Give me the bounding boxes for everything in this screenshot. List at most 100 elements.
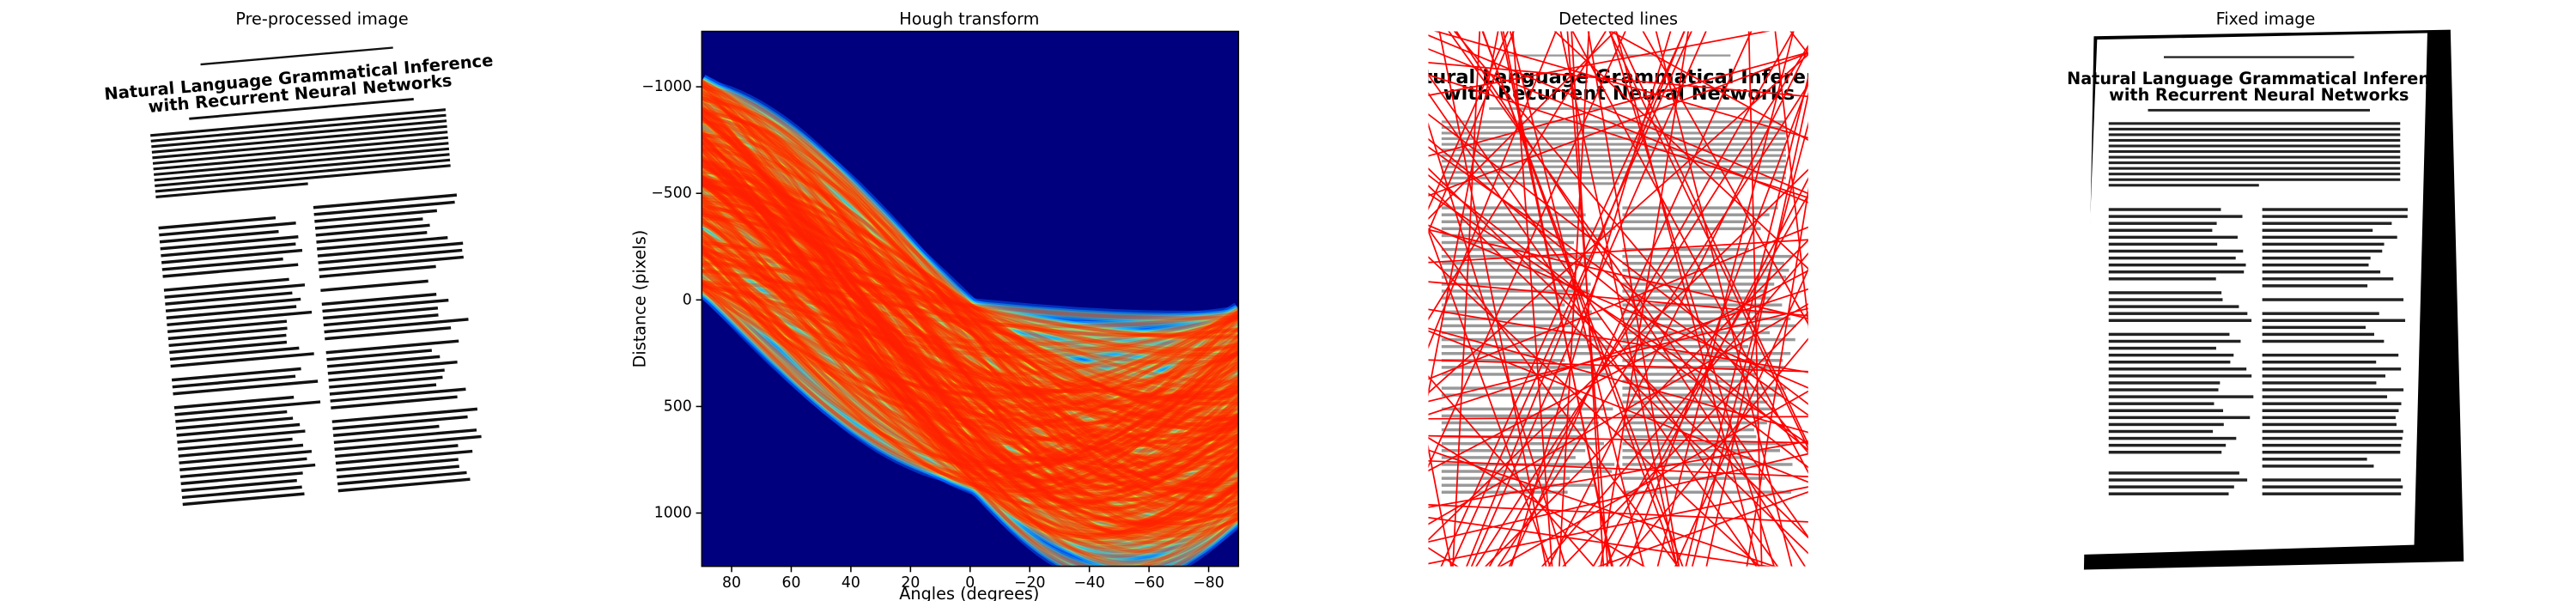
text-line [2108, 409, 2224, 412]
text-line [313, 193, 458, 209]
author-line [189, 97, 414, 120]
hough-curve [702, 206, 1239, 485]
text-line [182, 492, 305, 507]
hough-curve [702, 266, 1239, 448]
hough-curve [702, 106, 1239, 494]
text-line [322, 298, 449, 313]
text-line [161, 257, 283, 271]
x-tick-label: −60 [1133, 574, 1165, 592]
hough-curve [702, 106, 1239, 560]
text-line [330, 387, 466, 403]
hough-curve [702, 179, 1239, 425]
text-line [331, 395, 458, 410]
hough-curve [702, 90, 1239, 511]
text-line [170, 352, 314, 368]
hough-curve [702, 284, 1239, 478]
hough-curve [702, 210, 1239, 400]
text-line [2262, 270, 2381, 274]
hough-curve [702, 240, 1239, 361]
hough-curve [702, 160, 1239, 462]
hough-curve [702, 106, 1239, 562]
hough-curve [702, 178, 1239, 493]
text-line [2108, 242, 2218, 246]
hough-curve [702, 273, 1239, 434]
hough-curve [702, 155, 1239, 517]
x-tick-label: 20 [901, 574, 920, 592]
text-line [2108, 381, 2221, 385]
hough-curve [702, 88, 1239, 527]
text-line [2108, 263, 2246, 267]
hough-curve [702, 150, 1239, 513]
text-line [2262, 353, 2399, 357]
text-line [169, 340, 288, 355]
hough-curve [702, 264, 1239, 341]
text-line [317, 235, 448, 251]
text-line [2108, 361, 2231, 364]
hough-curve [702, 156, 1239, 480]
text-line [2108, 429, 2214, 434]
hough-curve [702, 234, 1239, 501]
hough-curve [702, 193, 1239, 409]
hough-curve [702, 246, 1239, 495]
text-line [2108, 443, 2227, 447]
text-line [325, 339, 459, 355]
text-line [2108, 256, 2236, 260]
hough-curve [702, 180, 1239, 431]
x-tick-label: −40 [1073, 574, 1105, 592]
text-line [2108, 150, 2401, 154]
hough-curve [702, 147, 1239, 538]
hough-curve [702, 152, 1239, 512]
hough-curve [702, 133, 1239, 538]
hough-curve [702, 176, 1239, 423]
text-line [335, 444, 459, 458]
hough-curve [702, 204, 1239, 397]
hough-curve [702, 153, 1239, 479]
hough-curve [702, 209, 1239, 495]
text-line [2108, 173, 2401, 176]
hough-curve [702, 192, 1239, 442]
hough-curve [702, 138, 1239, 542]
hough-curve [702, 103, 1239, 539]
text-line [332, 415, 468, 430]
text-line [173, 379, 319, 396]
hough-curve [702, 193, 1239, 499]
hough-curve [702, 218, 1239, 410]
hough-curve [702, 180, 1239, 429]
hough-curve [702, 258, 1239, 342]
hough-curve [702, 105, 1239, 498]
text-line [161, 242, 296, 258]
text-line [321, 293, 437, 307]
hough-curve [702, 182, 1239, 422]
hough-curve [702, 281, 1239, 419]
hough-curve [702, 279, 1239, 322]
hough-curve [702, 172, 1239, 470]
hough-curve [702, 242, 1239, 391]
hough-curve [702, 204, 1239, 436]
text-line [2262, 409, 2399, 412]
hough-curve [702, 209, 1239, 428]
hough-curve [702, 274, 1239, 432]
hough-curve [702, 197, 1239, 489]
text-line [171, 367, 301, 382]
text-line [323, 307, 439, 320]
text-line [326, 349, 433, 361]
hough-curve [702, 201, 1239, 511]
hough-curve [702, 156, 1239, 464]
hough-curve [702, 111, 1239, 490]
hough-curve [702, 207, 1239, 403]
text-line [178, 443, 304, 458]
hough-curve [702, 94, 1239, 506]
text-line [2262, 492, 2402, 495]
hough-curve [702, 114, 1239, 534]
text-line [2108, 312, 2248, 315]
hough-curve [702, 208, 1239, 497]
hough-curve [702, 108, 1239, 498]
text-line [2108, 451, 2222, 454]
hough-curve [702, 181, 1239, 422]
hough-curve [702, 277, 1239, 361]
hough-curve [702, 197, 1239, 422]
hough-curve [702, 279, 1239, 395]
doc-title: with Recurrent Neural Networks [2109, 85, 2409, 105]
hough-curve [702, 209, 1239, 402]
hough-curve [702, 137, 1239, 503]
